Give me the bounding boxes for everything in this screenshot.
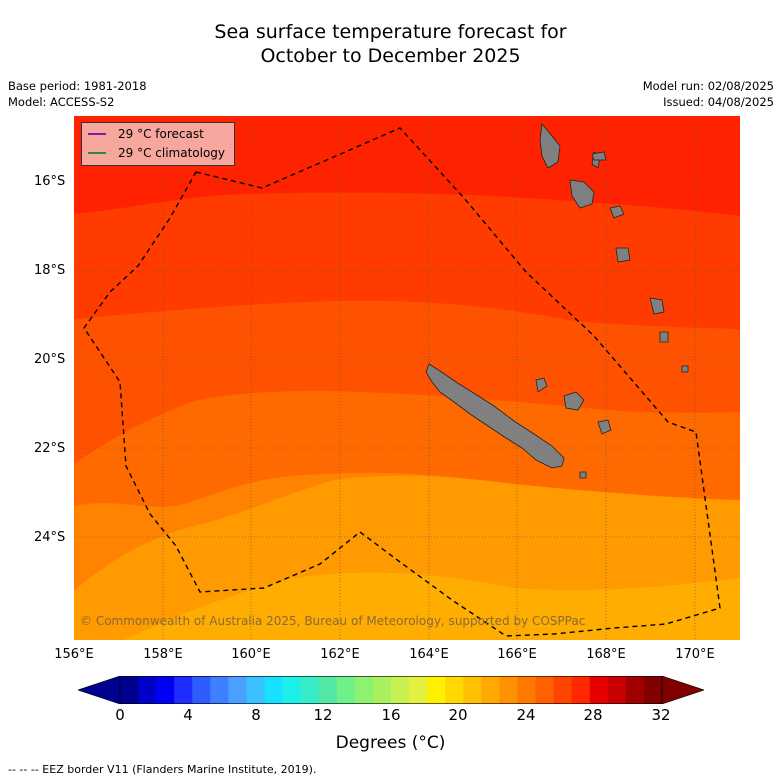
graticule xyxy=(74,116,740,640)
y-tick: 24°S xyxy=(34,530,66,545)
legend-climatology-label: 29 °C climatology xyxy=(118,146,226,160)
colorbar-segment xyxy=(427,676,446,704)
colorbar-segment xyxy=(625,676,645,704)
x-tick: 156°E xyxy=(54,647,94,662)
matthew-island xyxy=(681,365,689,373)
efate xyxy=(609,205,625,219)
x-tick: 160°E xyxy=(231,647,271,662)
colorbar-segment xyxy=(372,676,392,704)
colorbar-tick: 0 xyxy=(115,706,125,724)
colorbar-segment xyxy=(246,676,266,704)
sst-band-7 xyxy=(124,572,740,640)
erromango xyxy=(615,247,631,263)
meta-right: Model run: 02/08/2025 Issued: 04/08/2025 xyxy=(643,78,774,110)
colorbar-segment xyxy=(571,676,591,704)
colorbar-over-arrow xyxy=(661,676,704,704)
colorbar-segment xyxy=(643,676,663,704)
colorbar-tick: 12 xyxy=(313,706,333,724)
issued-date: Issued: 04/08/2025 xyxy=(663,95,774,109)
tanna xyxy=(649,297,665,315)
aneityum xyxy=(659,331,669,343)
base-period: Base period: 1981-2018 xyxy=(8,79,147,93)
colorbar-segment xyxy=(228,676,247,704)
colorbar-segment xyxy=(300,676,320,704)
colorbar-tick: 20 xyxy=(448,706,468,724)
colorbar-segment xyxy=(481,676,500,704)
title-line-2: October to December 2025 xyxy=(260,45,521,67)
espiritu-santo xyxy=(539,123,561,169)
colorbar-segment xyxy=(607,676,627,704)
land-masses xyxy=(425,123,689,479)
mare xyxy=(597,419,612,435)
colorbar-tick: 8 xyxy=(251,706,261,724)
x-tick: 170°E xyxy=(675,647,715,662)
malakula xyxy=(569,179,595,209)
colorbar-segment xyxy=(264,676,284,704)
colorbar-tick: 4 xyxy=(183,706,193,724)
colorbar-segment xyxy=(589,676,609,704)
colorbar-segment xyxy=(174,676,193,704)
colorbar-segment xyxy=(120,676,139,704)
copyright-notice: © Commonwealth of Australia 2025, Bureau… xyxy=(80,614,586,628)
colorbar-segment xyxy=(553,676,573,704)
colorbar-segment xyxy=(445,676,464,704)
legend-climatology: 29 °C climatology xyxy=(88,146,225,160)
colorbar-segment xyxy=(517,676,537,704)
meta-left: Base period: 1981-2018 Model: ACCESS-S2 xyxy=(8,78,147,110)
y-tick: 20°S xyxy=(34,352,66,367)
model-run: Model run: 02/08/2025 xyxy=(642,79,774,93)
colorbar-segment xyxy=(318,676,338,704)
lifou xyxy=(563,391,585,411)
x-tick: 162°E xyxy=(320,647,360,662)
chart-title: Sea surface temperature forecast for Oct… xyxy=(0,20,781,68)
colorbar xyxy=(78,676,704,704)
map-legend: 29 °C forecast 29 °C climatology xyxy=(81,122,235,166)
eez-footnote: -- -- -- EEZ border V11 (Flanders Marine… xyxy=(8,763,317,776)
legend-forecast-label: 29 °C forecast xyxy=(118,127,204,141)
x-tick: 166°E xyxy=(497,647,537,662)
colorbar-under-arrow xyxy=(78,676,121,704)
colorbar-label: Degrees (°C) xyxy=(335,733,446,753)
colorbar-segment xyxy=(391,676,410,704)
eez-border xyxy=(83,127,721,637)
x-tick: 168°E xyxy=(586,647,626,662)
colorbar-tick: 24 xyxy=(516,706,536,724)
climatology-line-swatch xyxy=(88,152,106,154)
title-line-1: Sea surface temperature forecast for xyxy=(214,21,567,43)
isle-of-pines xyxy=(579,471,587,479)
colorbar-segment xyxy=(354,676,374,704)
colorbar-segment xyxy=(336,676,356,704)
colorbar-segment xyxy=(535,676,555,704)
colorbar-segment xyxy=(463,676,482,704)
colorbar-segment xyxy=(192,676,211,704)
forecast-line-swatch xyxy=(88,133,106,135)
colorbar-frame xyxy=(119,676,663,704)
colorbar-segment xyxy=(409,676,428,704)
x-tick: 164°E xyxy=(409,647,449,662)
new-caledonia xyxy=(425,363,565,469)
ambrym xyxy=(591,151,607,161)
model-name: Model: ACCESS-S2 xyxy=(8,95,115,109)
colorbar-segment xyxy=(138,676,157,704)
legend-forecast: 29 °C forecast xyxy=(88,127,204,141)
colorbar-tick: 16 xyxy=(381,706,401,724)
colorbar-segment xyxy=(499,676,518,704)
colorbar-tick: 32 xyxy=(651,706,671,724)
colorbar-segment xyxy=(210,676,229,704)
colorbar-segment xyxy=(156,676,175,704)
colorbar-tick: 28 xyxy=(583,706,603,724)
y-tick: 22°S xyxy=(34,441,66,456)
sst-map xyxy=(74,116,740,640)
x-tick: 158°E xyxy=(143,647,183,662)
y-tick: 16°S xyxy=(34,174,66,189)
y-tick: 18°S xyxy=(34,263,66,278)
colorbar-segment xyxy=(282,676,302,704)
ouvea xyxy=(535,377,548,393)
